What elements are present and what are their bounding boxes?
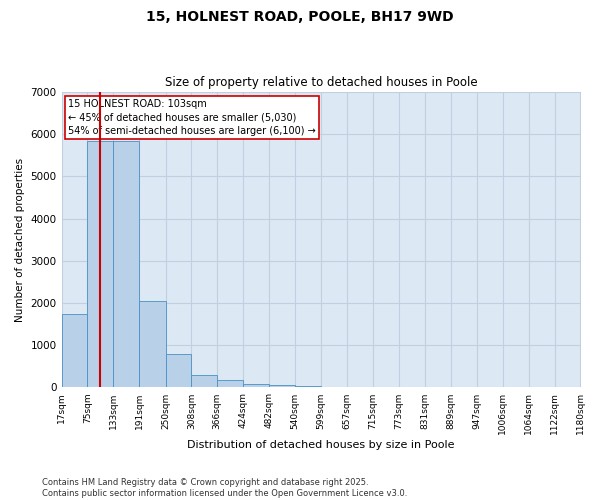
Bar [269,386,295,388]
Y-axis label: Number of detached properties: Number of detached properties [15,158,25,322]
Bar [166,354,191,388]
Bar [295,386,321,388]
Bar [62,314,88,388]
Text: Contains HM Land Registry data © Crown copyright and database right 2025.
Contai: Contains HM Land Registry data © Crown c… [42,478,407,498]
Bar [243,384,269,388]
X-axis label: Distribution of detached houses by size in Poole: Distribution of detached houses by size … [187,440,455,450]
Text: 15 HOLNEST ROAD: 103sqm
← 45% of detached houses are smaller (5,030)
54% of semi: 15 HOLNEST ROAD: 103sqm ← 45% of detache… [68,100,316,136]
Bar [217,380,243,388]
Bar [113,140,139,388]
Bar [191,375,217,388]
Bar [88,140,113,388]
Title: Size of property relative to detached houses in Poole: Size of property relative to detached ho… [165,76,478,90]
Bar [321,386,347,388]
Text: 15, HOLNEST ROAD, POOLE, BH17 9WD: 15, HOLNEST ROAD, POOLE, BH17 9WD [146,10,454,24]
Bar [139,301,166,388]
